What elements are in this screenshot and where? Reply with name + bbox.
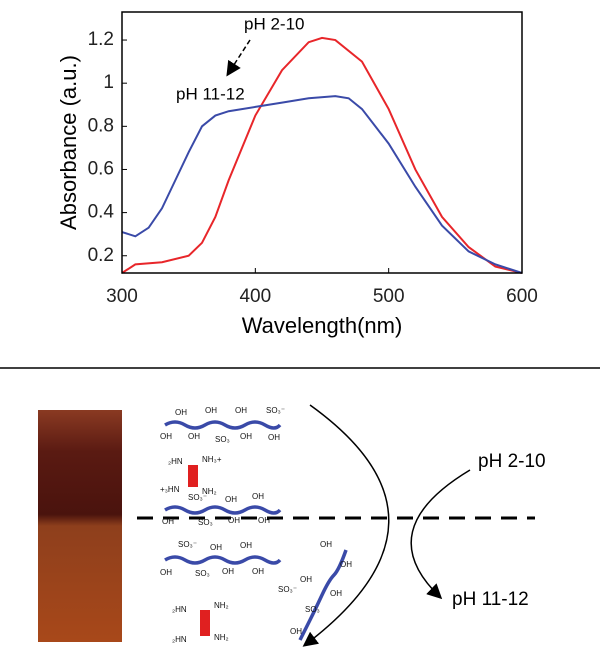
y-axis-label: Absorbance (a.u.): [56, 55, 81, 230]
svg-text:NH₂: NH₂: [202, 487, 217, 496]
svg-text:OH: OH: [252, 492, 264, 501]
line: [121, 36, 523, 274]
arrow: [302, 404, 390, 647]
line: [121, 95, 523, 274]
svg-text:OH: OH: [240, 541, 252, 550]
svg-text:OH: OH: [290, 627, 302, 636]
svg-text:SO₃⁻: SO₃⁻: [188, 493, 207, 502]
svg-text:NH₂: NH₂: [214, 633, 229, 642]
y-tick-label: 1.2: [88, 29, 114, 50]
svg-text:₂HN: ₂HN: [172, 635, 187, 644]
svg-text:NH₂: NH₂: [214, 601, 229, 610]
svg-text:OH: OH: [268, 433, 280, 442]
svg-text:OH: OH: [330, 589, 342, 598]
diagram: pH 2-10 pH 11-12 OH OH OH SO₃⁻ OH OH SO₃…: [0, 367, 600, 647]
x-tick-label: 300: [106, 286, 138, 307]
svg-text:SO₃⁻: SO₃⁻: [178, 540, 197, 549]
svg-text:NH₃+: NH₃+: [202, 455, 222, 464]
svg-text:OH: OH: [228, 516, 240, 525]
vial-photo: [38, 410, 122, 642]
arrow: [410, 469, 471, 600]
state-label: pH 2-10: [478, 451, 546, 472]
svg-text:OH: OH: [252, 567, 264, 576]
x-tick-label: 500: [373, 286, 405, 307]
svg-text:OH: OH: [240, 432, 252, 441]
svg-text:OH: OH: [162, 517, 174, 526]
svg-text:+₃HN: +₃HN: [160, 485, 180, 494]
y-tick-label: 0.2: [88, 245, 114, 266]
svg-text:OH: OH: [205, 406, 217, 415]
svg-text:SO₃: SO₃: [215, 435, 230, 444]
chem-labels: OH OH OH SO₃⁻ OH OH SO₃ OH OH ₂HN NH₃+ +…: [160, 406, 352, 644]
svg-text:SO₃: SO₃: [198, 518, 213, 527]
svg-text:OH: OH: [235, 406, 247, 415]
x-tick-label: 600: [506, 286, 538, 307]
annotation-arrow: [226, 39, 251, 77]
svg-text:OH: OH: [300, 575, 312, 584]
chart: 0.2 0.4 0.6 0.8 1 1.2 300 400 500 600 Wavelength(n…: [56, 11, 538, 338]
x-tick-label: 400: [239, 286, 271, 307]
svg-text:OH: OH: [210, 543, 222, 552]
linker: [188, 465, 210, 636]
plot-frame: [121, 11, 523, 274]
y-tick-label: 0.6: [88, 158, 114, 179]
y-tick-label: 0.8: [88, 115, 114, 136]
backbone: [164, 420, 348, 641]
svg-text:OH: OH: [258, 516, 270, 525]
svg-text:SO₃⁻: SO₃⁻: [278, 585, 297, 594]
svg-text:OH: OH: [160, 432, 172, 441]
annotation: pH 11-12: [176, 84, 245, 103]
svg-text:SO₃⁻: SO₃⁻: [266, 406, 285, 415]
y-tick-label: 1: [103, 72, 114, 93]
svg-text:OH: OH: [160, 568, 172, 577]
svg-text:₂HN: ₂HN: [168, 457, 183, 466]
svg-text:OH: OH: [175, 408, 187, 417]
svg-text:SO₃: SO₃: [305, 605, 320, 614]
svg-text:OH: OH: [225, 495, 237, 504]
svg-text:OH: OH: [222, 567, 234, 576]
svg-text:OH: OH: [188, 432, 200, 441]
state-label: pH 11-12: [452, 589, 529, 610]
svg-text:SO₃: SO₃: [195, 569, 210, 578]
x-axis-label: Wavelength(nm): [242, 313, 403, 338]
annotation: pH 2-10: [244, 14, 304, 33]
svg-text:₂HN: ₂HN: [172, 605, 187, 614]
svg-text:OH: OH: [340, 560, 352, 569]
y-tick-label: 0.4: [88, 202, 115, 223]
svg-text:OH: OH: [320, 540, 332, 549]
